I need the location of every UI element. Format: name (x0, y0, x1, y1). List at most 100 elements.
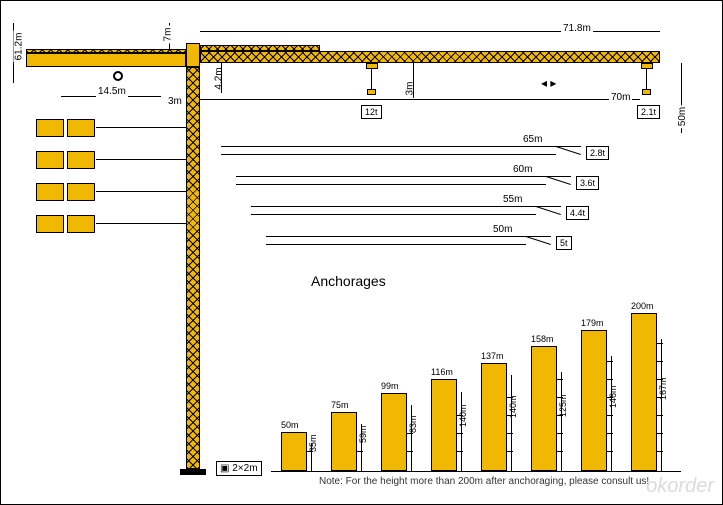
anchor-tie-mark (507, 397, 513, 398)
winch-icon (113, 71, 123, 81)
counterweight-2a (36, 151, 64, 169)
cw-line-1 (96, 127, 186, 128)
anchor-free-dim (611, 356, 612, 471)
anchor-tie-mark (407, 451, 413, 452)
tip-load-box: 2.1t (637, 105, 660, 119)
anchor-tie-mark (657, 451, 663, 452)
dim-70m-label: 70m (609, 92, 632, 103)
diagram-container: 61.2m 7m 12t 2.1t ◂ ▸ 71.8m 4.2m 3m 70m … (0, 0, 723, 505)
jib-config-length: 60m (511, 164, 534, 175)
hoist-line-1 (371, 69, 372, 89)
jib-config-length: 50m (491, 224, 514, 235)
counterweight-1b (67, 119, 95, 137)
anchor-tie-mark (507, 415, 513, 416)
hook-1 (367, 89, 376, 95)
anchor-tie-mark (607, 433, 613, 434)
anchor-free-dim (561, 372, 562, 471)
jib-config-load: 3.6t (576, 176, 599, 190)
anchor-free-dim (511, 375, 512, 471)
max-load-box: 12t (361, 105, 382, 119)
anchor-tie-mark (657, 433, 663, 434)
anchor-tie-mark (457, 415, 463, 416)
anchor-bar (331, 412, 357, 471)
jib-config-line-b (266, 244, 526, 245)
dim-7m-label: 7m (162, 26, 173, 44)
anchor-tie-mark (657, 397, 663, 398)
trolley-1 (366, 63, 378, 69)
anchor-tie-mark (507, 451, 513, 452)
counterweight-1a (36, 119, 64, 137)
crane-base (180, 469, 206, 475)
trolley-2 (641, 63, 653, 69)
base-size-box: ▣ 2×2m (216, 461, 262, 476)
anchor-tie-mark (607, 361, 613, 362)
anchor-bar (381, 393, 407, 471)
anchor-tie-mark (657, 361, 663, 362)
dim-14-5m-label: 14.5m (96, 86, 128, 97)
hook-2 (642, 89, 651, 95)
anchor-tie-mark (557, 379, 563, 380)
anchor-bar (431, 379, 457, 471)
jib-config-load: 2.8t (586, 146, 609, 160)
anchor-bar (481, 363, 507, 471)
anchor-bar-full-label: 137m (481, 351, 504, 361)
counterweight-3b (67, 183, 95, 201)
jib-config-line-b (251, 214, 536, 215)
jib-config-line (251, 206, 561, 207)
jib-config-length: 55m (501, 194, 524, 205)
jib-config-line-b (221, 154, 556, 155)
dim-70m (200, 99, 640, 100)
anchor-tie-mark (657, 415, 663, 416)
anchor-bar (581, 330, 607, 471)
cw-line-3 (96, 191, 186, 192)
anchor-tie-mark (607, 379, 613, 380)
watermark: okorder (646, 475, 714, 498)
jib-config-load: 4.4t (566, 206, 589, 220)
anchor-bar-full-label: 116m (431, 367, 453, 377)
anchor-tie-mark (407, 433, 413, 434)
jib-config-length: 65m (521, 134, 544, 145)
anchor-tie-mark (457, 433, 463, 434)
jib-config-line (236, 176, 571, 177)
dim-3m-cj: 3m (166, 96, 184, 107)
jib-config-line (221, 146, 581, 147)
anchor-free-label: 59m (358, 425, 368, 443)
anchor-tie-mark (657, 343, 663, 344)
dim-jib-length-label: 71.8m (561, 23, 593, 34)
anchor-tie-mark (357, 451, 363, 452)
counterweight-2b (67, 151, 95, 169)
cw-line-4 (96, 223, 186, 224)
anchor-bar-full-label: 75m (331, 400, 349, 410)
jib-config-load: 5t (556, 236, 572, 250)
anchor-tie-mark (557, 415, 563, 416)
anchor-bar-full-label: 179m (581, 318, 604, 328)
anchor-bar (531, 346, 557, 471)
base-size-text: 2×2m (232, 463, 257, 474)
dim-50m-label: 50m (677, 105, 688, 128)
jib-config-line (266, 236, 551, 237)
jib-config-diagonal (546, 176, 571, 185)
anchorages-note: Note: For the height more than 200m afte… (319, 476, 649, 487)
anchor-tie-mark (557, 451, 563, 452)
anchor-tie-mark (607, 415, 613, 416)
anchor-tie-mark (457, 451, 463, 452)
counterweight-4b (67, 215, 95, 233)
anchor-free-label: 83m (408, 416, 418, 434)
anchor-bar-full-label: 158m (531, 334, 554, 344)
anchor-tie-mark (607, 451, 613, 452)
main-jib (200, 51, 660, 63)
anchor-tie-mark (507, 433, 513, 434)
jib-config-line-b (236, 184, 546, 185)
jib-config-diagonal (556, 146, 581, 155)
direction-arrows-icon: ◂ ▸ (541, 76, 556, 90)
jib-config-diagonal (526, 236, 551, 245)
jib-top-chord (200, 45, 320, 51)
dim-4-2m: 4.2m (214, 65, 225, 91)
anchor-bar-full-label: 200m (631, 301, 654, 311)
anchor-bar (281, 432, 307, 472)
anchor-tie-mark (557, 397, 563, 398)
counterweight-4a (36, 215, 64, 233)
dim-4-2m-line (221, 63, 222, 93)
anchor-tie-mark (557, 433, 563, 434)
jib-config-diagonal (536, 206, 561, 215)
